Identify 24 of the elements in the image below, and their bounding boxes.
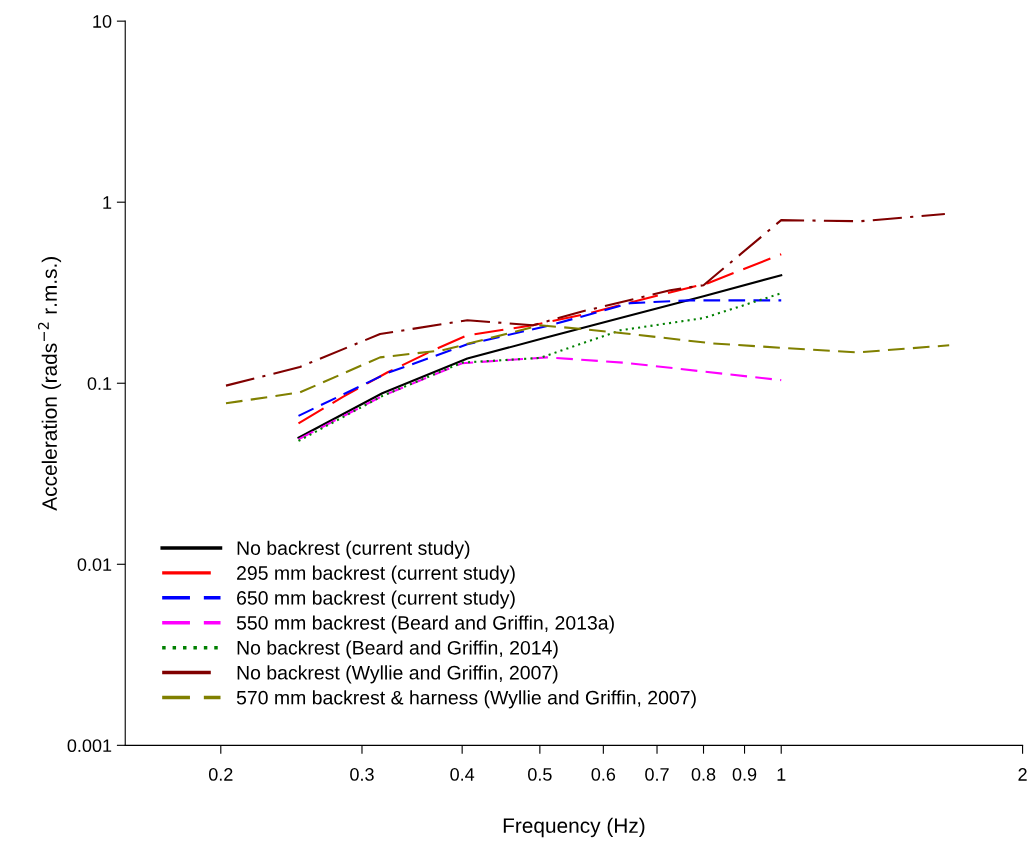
x-tick-label: 0.4: [450, 768, 475, 781]
x-tick-label: 0.7: [645, 768, 669, 781]
y-tick-label: 0.1: [87, 377, 112, 390]
legend-label: No backrest (Wyllie and Griffin, 2007): [237, 665, 558, 684]
x-tick-label: 1: [777, 768, 786, 781]
x-tick-label: 0.2: [208, 768, 233, 781]
x-tick-label: 0.8: [691, 768, 716, 781]
y-tick-label: 10: [93, 15, 112, 28]
x-tick-label: 0.9: [732, 768, 757, 781]
y-tick-label: 0.001: [67, 739, 112, 753]
y-tick-label: 1: [103, 196, 112, 209]
x-axis-title: Frequency (Hz): [503, 817, 645, 838]
y-tick-label: 0.01: [77, 558, 112, 571]
x-tick-label: 0.6: [591, 768, 616, 781]
legend-label: 550 mm backrest (Beard and Griffin, 2013a): [236, 615, 614, 634]
x-tick-label: 0.5: [528, 768, 552, 781]
x-tick-label: 2: [1018, 768, 1027, 781]
legend-label: 570 mm backrest & harness (Wyllie and Griffin, 2007): [236, 690, 696, 709]
legend-label: No backrest (current study): [237, 540, 470, 559]
legend-label: 295 mm backrest (current study): [237, 565, 515, 584]
x-tick-label: 0.3: [350, 768, 374, 781]
legend-label: 650 mm backrest (current study): [237, 590, 515, 609]
legend-label: No backrest (Beard and Griffin, 2014): [237, 640, 558, 659]
y-axis-title: Acceleration (rads$^{−2}$ r.m.s.): [37, 257, 62, 511]
